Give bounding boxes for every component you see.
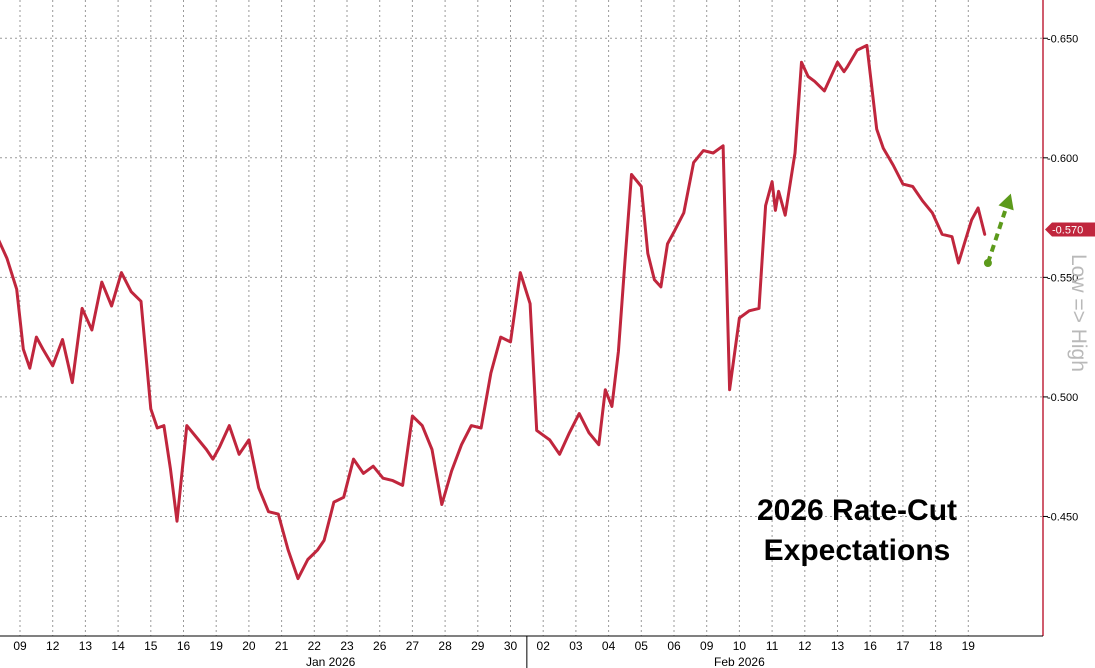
- x-tick-label: 16: [864, 639, 878, 653]
- x-tick-label: 15: [144, 639, 158, 653]
- x-tick-label: 17: [896, 639, 910, 653]
- direction-label: Low => High: [1067, 254, 1090, 372]
- arrow-head: [998, 193, 1014, 211]
- y-tick-label: -0.500: [1047, 392, 1078, 404]
- x-tick-label: 23: [340, 639, 354, 653]
- x-axis-ticks: 09 12 13 14 15 16 19 20 21 22 23 26 27 28 29 30 02 03 04 05…: [13, 639, 975, 668]
- series-layer: [0, 43, 987, 581]
- x-tick-label: 10: [733, 639, 747, 653]
- axes: [0, 0, 1044, 668]
- x-tick-label: 29: [471, 639, 485, 653]
- last-value-marker: -0.570: [1045, 222, 1095, 237]
- x-tick-label: 14: [111, 639, 125, 653]
- x-tick-label: 20: [242, 639, 256, 653]
- x-tick-label: 28: [438, 639, 452, 653]
- x-tick-label: 19: [962, 639, 976, 653]
- x-tick-label: 21: [275, 639, 289, 653]
- trend-arrow: [983, 193, 1014, 268]
- x-tick-label: 06: [667, 639, 681, 653]
- chart-annotation-line-2: Expectations: [764, 534, 951, 567]
- arrow-shaft: [986, 210, 1007, 264]
- chart-annotation-line-1: 2026 Rate-Cut: [757, 494, 957, 527]
- x-tick-label: 16: [177, 639, 191, 653]
- y-axis-ticks: -0.650 -0.600 -0.550 -0.500 -0.450: [1043, 33, 1078, 523]
- x-tick-label: 05: [635, 639, 649, 653]
- y-tick-label: -0.450: [1047, 511, 1078, 523]
- x-tick-label: 09: [700, 639, 714, 653]
- y-tick-label: -0.600: [1047, 153, 1078, 165]
- x-tick-label: 27: [406, 639, 420, 653]
- x-tick-label: 09: [13, 639, 27, 653]
- x-tick-label: 12: [46, 639, 60, 653]
- x-tick-label: 12: [798, 639, 812, 653]
- rate-cut-expectations-line: [0, 43, 987, 581]
- last-value-badge: [1045, 222, 1095, 237]
- month-label: Feb 2026: [714, 655, 765, 668]
- x-tick-label: 03: [569, 639, 583, 653]
- month-label: Jan 2026: [306, 655, 356, 668]
- x-tick-label: 26: [373, 639, 387, 653]
- x-tick-label: 13: [831, 639, 845, 653]
- x-tick-label: 13: [79, 639, 93, 653]
- x-tick-label: 30: [504, 639, 518, 653]
- y-tick-label: -0.650: [1047, 33, 1078, 45]
- y-tick-label: -0.550: [1047, 272, 1078, 284]
- last-value-label: -0.570: [1052, 225, 1083, 237]
- x-tick-label: 18: [929, 639, 943, 653]
- grid-lines: [0, 0, 1043, 636]
- x-tick-label: 19: [210, 639, 224, 653]
- x-tick-label: 22: [308, 639, 322, 653]
- x-tick-label: 04: [602, 639, 616, 653]
- x-tick-label: 02: [537, 639, 551, 653]
- x-tick-label: 11: [766, 639, 779, 653]
